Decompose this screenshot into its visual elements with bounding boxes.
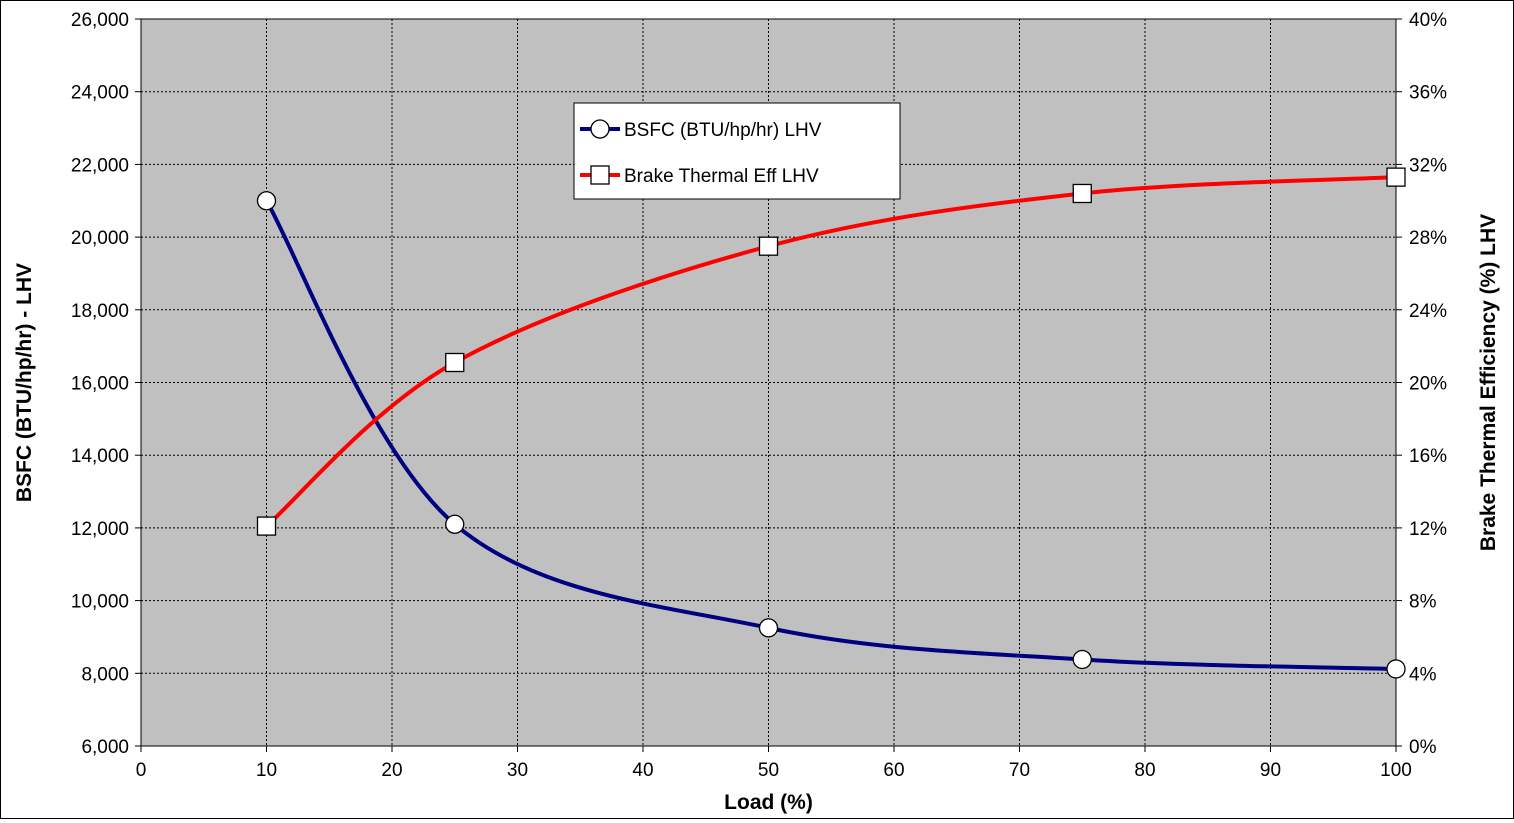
y2-tick-label: 8% — [1409, 592, 1437, 613]
y-axis-title: BSFC (BTU/hp/hr) - LHV — [13, 263, 36, 502]
y-tick-label: 14,000 — [71, 446, 129, 467]
y-tick-label: 10,000 — [71, 592, 129, 613]
y2-tick-label: 16% — [1409, 446, 1447, 467]
data-point — [256, 516, 277, 536]
data-point — [1072, 649, 1092, 670]
x-tick-label: 70 — [1009, 760, 1030, 781]
data-point — [758, 236, 779, 256]
legend-item: Brake Thermal Eff LHV — [580, 165, 819, 187]
y2-tick-label: 4% — [1409, 664, 1437, 685]
y-tick-label: 12,000 — [71, 519, 129, 540]
y2-tick-label: 36% — [1409, 83, 1447, 104]
y2-tick-label: 0% — [1409, 737, 1437, 758]
x-tick-label: 60 — [883, 760, 904, 781]
y2-tick-label: 28% — [1409, 228, 1447, 249]
series-layer — [256, 167, 1406, 679]
x-tick-label: 0 — [136, 760, 147, 781]
data-point — [1386, 167, 1406, 187]
y-tick-label: 6,000 — [81, 737, 129, 758]
legend-box — [573, 102, 901, 200]
data-point — [1072, 183, 1092, 204]
series-1 — [256, 191, 1406, 679]
data-point — [256, 191, 277, 211]
y-tick-label: 22,000 — [71, 155, 129, 176]
y-tick-label: 26,000 — [71, 10, 129, 31]
legend: BSFC (BTU/hp/hr) LHV Brake Thermal Eff LH… — [573, 102, 901, 200]
x-tick-label: 50 — [758, 760, 779, 781]
legend-label: BSFC (BTU/hp/hr) LHV — [624, 120, 822, 141]
x-axis-title: Load (%) — [724, 791, 813, 814]
y2-tick-label: 20% — [1409, 374, 1447, 395]
y-tick-label: 20,000 — [71, 228, 129, 249]
legend-marker — [590, 119, 610, 139]
x-tick-label: 80 — [1134, 760, 1155, 781]
y2-tick-label: 12% — [1409, 519, 1447, 540]
series-2 — [256, 167, 1406, 536]
y-tick-label: 24,000 — [71, 83, 129, 104]
x-tick-label: 100 — [1380, 760, 1412, 781]
y-tick-label: 16,000 — [71, 374, 129, 395]
data-point — [1386, 659, 1406, 679]
y2-axis-title: Brake Thermal Efficiency (%) LHV — [1477, 214, 1500, 551]
y-tick-label: 8,000 — [81, 664, 129, 685]
legend-label: Brake Thermal Eff LHV — [624, 166, 819, 187]
data-point — [445, 514, 465, 534]
y2-tick-label: 32% — [1409, 155, 1447, 176]
axis-ticks: 0 10 20 30 40 50 60 70 80 90 100 6,000 8,000 10,000 12… — [71, 10, 1447, 781]
y2-tick-label: 40% — [1409, 10, 1447, 31]
legend-marker — [590, 165, 610, 185]
x-tick-label: 10 — [256, 760, 277, 781]
data-point — [758, 618, 779, 638]
x-tick-label: 90 — [1260, 760, 1281, 781]
legend-item: BSFC (BTU/hp/hr) LHV — [580, 119, 822, 141]
x-tick-label: 30 — [507, 760, 528, 781]
y-tick-label: 18,000 — [71, 301, 129, 322]
x-tick-label: 20 — [381, 760, 402, 781]
data-point — [445, 352, 465, 373]
y2-tick-label: 24% — [1409, 301, 1447, 322]
x-tick-label: 40 — [632, 760, 653, 781]
